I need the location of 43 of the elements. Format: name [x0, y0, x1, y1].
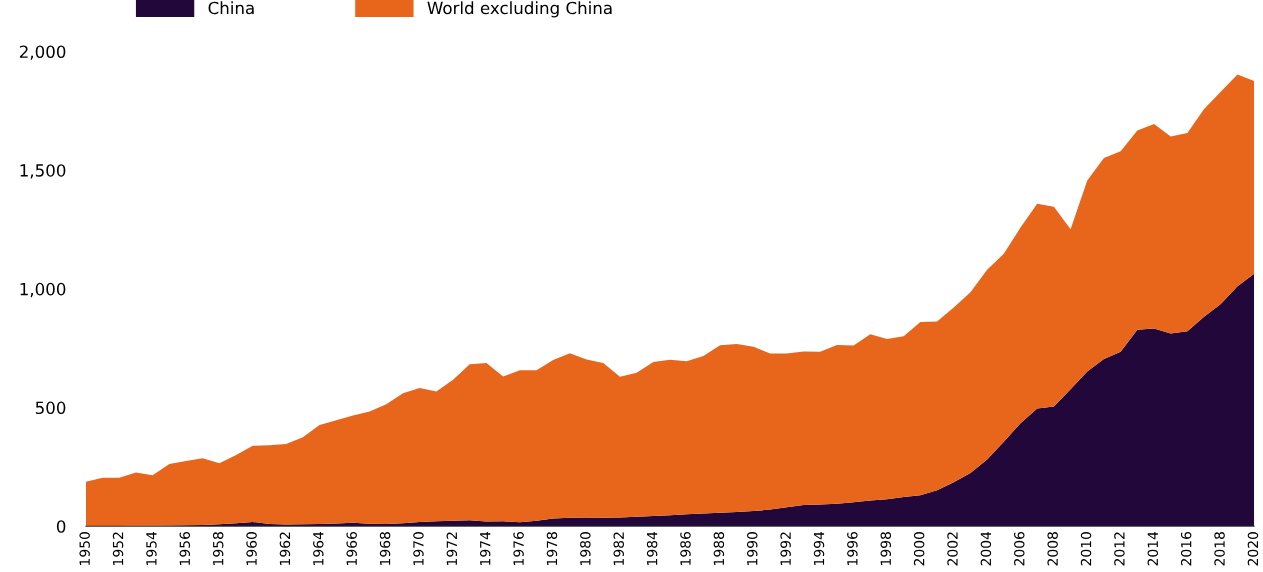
- x-tick-label: 2012: [1114, 532, 1125, 566]
- x-tick-label: 2004: [980, 531, 992, 566]
- x-tick-label: 1990: [746, 532, 758, 565]
- x-tick-label: 1956: [179, 531, 191, 565]
- x-tick-label: 2000: [913, 532, 925, 566]
- x-tick-label: 1970: [413, 532, 424, 565]
- x-tick-label: 1966: [346, 531, 357, 565]
- x-tick-label: 1986: [680, 531, 691, 565]
- x-tick-label: 2008: [1047, 532, 1058, 566]
- x-tick-label: 1976: [513, 531, 524, 565]
- legend-label: World excluding China: [427, 1, 612, 18]
- x-tick-label: 1980: [580, 532, 591, 565]
- x-tick-label: 1950: [79, 532, 90, 565]
- x-tick-label: 2018: [1214, 532, 1225, 566]
- x-tick-label: 1978: [546, 532, 558, 565]
- y-tick-label: 2,000: [19, 45, 66, 60]
- x-tick-label: 2010: [1080, 532, 1092, 566]
- x-tick-label: 2006: [1014, 531, 1025, 566]
- y-tick-label: 1,500: [20, 164, 66, 179]
- x-tick-label: 1982: [613, 532, 624, 565]
- x-tick-label: 1964: [313, 531, 324, 565]
- y-tick-label: 500: [35, 401, 66, 415]
- y-tick-label: 0: [56, 520, 66, 533]
- x-tick-label: 2016: [1180, 531, 1192, 566]
- x-tick-label: 1962: [279, 532, 291, 565]
- x-tick-label: 1994: [813, 531, 825, 565]
- legend-label: China: [208, 1, 254, 15]
- x-tick-label: 2014: [1147, 531, 1159, 566]
- x-tick-label: 2002: [947, 532, 958, 566]
- x-tick-label: 1998: [880, 532, 892, 565]
- x-tick-label: 1954: [146, 531, 157, 565]
- x-tick-label: 1984: [646, 531, 658, 565]
- x-tick-label: 1958: [212, 532, 224, 565]
- x-tick-label: 1960: [246, 532, 257, 565]
- x-tick-label: 1974: [479, 531, 491, 565]
- x-tick-label: 1992: [780, 532, 791, 565]
- x-tick-label: 1988: [713, 532, 725, 565]
- x-tick-label: 1972: [446, 532, 458, 565]
- x-tick-label: 2020: [1247, 532, 1259, 566]
- x-tick-label: 1996: [847, 531, 858, 565]
- y-tick-label: 1,000: [20, 282, 66, 298]
- x-tick-label: 1968: [379, 532, 391, 565]
- x-tick-label: 1952: [112, 532, 124, 565]
